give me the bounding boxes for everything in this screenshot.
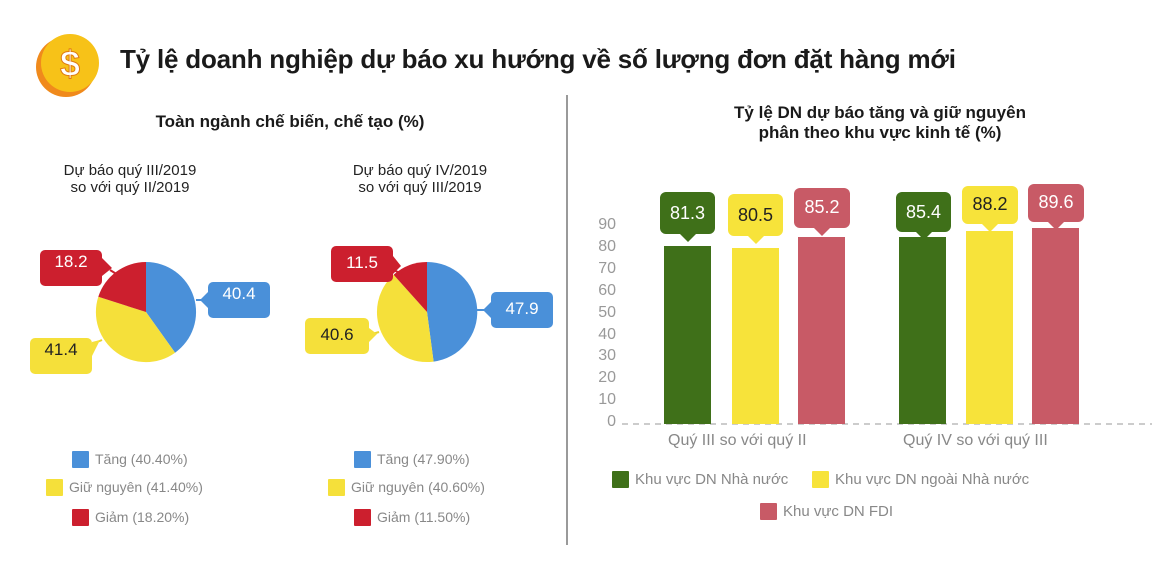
dollar-coin-icon: $ (33, 32, 103, 98)
x-label: Quý III so với quý II (668, 432, 807, 449)
legend-swatch-green (612, 471, 629, 488)
pie2-subtitle-line2: so với quý III/2019 (358, 179, 482, 196)
legend-item-fdi: Khu vực DN FDI (760, 503, 893, 520)
legend-swatch-red (760, 503, 777, 520)
legend-label: Tăng (47.90%) (377, 451, 470, 467)
y-tick: 60 (598, 281, 616, 299)
legend-item-increase: Tăng (40.40%) (72, 446, 203, 472)
legend-label: Tăng (40.40%) (95, 451, 188, 467)
legend-label: Khu vực DN FDI (783, 503, 894, 520)
pie1-subtitle: Dự báo quý III/2019 so với quý II/2019 (30, 162, 230, 196)
pie2-label-decrease: 11.5 (346, 253, 378, 272)
legend-swatch-blue (354, 450, 371, 468)
pie-chart-q3 (30, 250, 270, 374)
svg-text:$: $ (60, 43, 80, 84)
y-tick: 10 (598, 391, 616, 409)
y-tick: 40 (598, 325, 616, 343)
pie2-label-unchanged: 40.6 (320, 325, 354, 344)
legend-swatch-red (72, 508, 89, 526)
legend-item-decrease: Giảm (11.50%) (354, 502, 485, 532)
x-label: Quý IV so với quý III (903, 432, 1048, 449)
y-tick: 90 (598, 216, 616, 233)
bar-label: 85.2 (804, 197, 840, 217)
pie1-label-decrease: 18.2 (54, 252, 88, 271)
y-tick: 50 (598, 303, 616, 321)
legend-item-unchanged: Giữ nguyên (41.40%) (46, 472, 203, 502)
y-tick: 30 (598, 347, 616, 365)
legend-label: Khu vực DN Nhà nước (635, 471, 789, 488)
legend-swatch-yellow (46, 478, 63, 496)
left-section-title: Toàn ngành chế biến, chế tạo (%) (155, 112, 425, 131)
legend-label: Giữ nguyên (41.40%) (69, 479, 203, 495)
legend-swatch-yellow (812, 471, 829, 488)
pie2-subtitle-line1: Dự báo quý IV/2019 (352, 162, 488, 179)
bar-chart (622, 184, 1152, 425)
right-title-line2: phân theo khu vực kinh tế (%) (758, 123, 1002, 142)
page-title: Tỷ lệ doanh nghiệp dự báo xu hướng về số… (120, 44, 956, 74)
right-section-title: Tỷ lệ DN dự báo tăng và giữ nguyên phân … (600, 103, 1160, 143)
pie1-label-increase: 40.4 (222, 284, 256, 303)
pie1-label-unchanged: 41.4 (44, 340, 78, 359)
y-tick: 80 (598, 237, 616, 255)
legend-swatch-yellow (328, 478, 345, 496)
legend-item-increase: Tăng (47.90%) (354, 446, 485, 472)
y-tick: 70 (598, 259, 616, 277)
bar-label: 85.4 (905, 202, 942, 222)
section-divider (566, 95, 568, 545)
legend-label: Giảm (18.20%) (95, 509, 190, 525)
legend-item-decrease: Giảm (18.20%) (72, 502, 203, 532)
bar-label: 80.5 (737, 205, 774, 225)
legend-label: Khu vực DN ngoài Nhà nước (835, 471, 1030, 488)
pie1-legend: Tăng (40.40%) Giữ nguyên (41.40%) Giảm (… (46, 446, 203, 532)
pie2-label-increase: 47.9 (505, 299, 539, 318)
pie-chart-q4 (305, 246, 553, 363)
y-tick: 0 (607, 413, 616, 431)
pie2-legend: Tăng (47.90%) Giữ nguyên (40.60%) Giảm (… (328, 446, 485, 532)
right-title-line1: Tỷ lệ DN dự báo tăng và giữ nguyên (734, 103, 1026, 122)
bar-label: 89.6 (1038, 192, 1074, 212)
legend-label: Giữ nguyên (40.60%) (351, 479, 485, 495)
pie1-subtitle-line2: so với quý II/2019 (70, 179, 190, 196)
pie1-subtitle-line1: Dự báo quý III/2019 (63, 162, 197, 179)
legend-item-state: Khu vực DN Nhà nước (612, 471, 788, 488)
legend-swatch-red (354, 508, 371, 526)
legend-swatch-blue (72, 450, 89, 468)
legend-label: Giảm (11.50%) (377, 509, 471, 525)
y-tick: 20 (598, 369, 616, 387)
legend-item-non-state: Khu vực DN ngoài Nhà nước (812, 471, 1029, 488)
legend-item-unchanged: Giữ nguyên (40.60%) (328, 472, 485, 502)
bar-label: 88.2 (972, 194, 1008, 214)
pie2-subtitle: Dự báo quý IV/2019 so với quý III/2019 (310, 162, 530, 196)
bar-label: 81.3 (669, 203, 706, 223)
